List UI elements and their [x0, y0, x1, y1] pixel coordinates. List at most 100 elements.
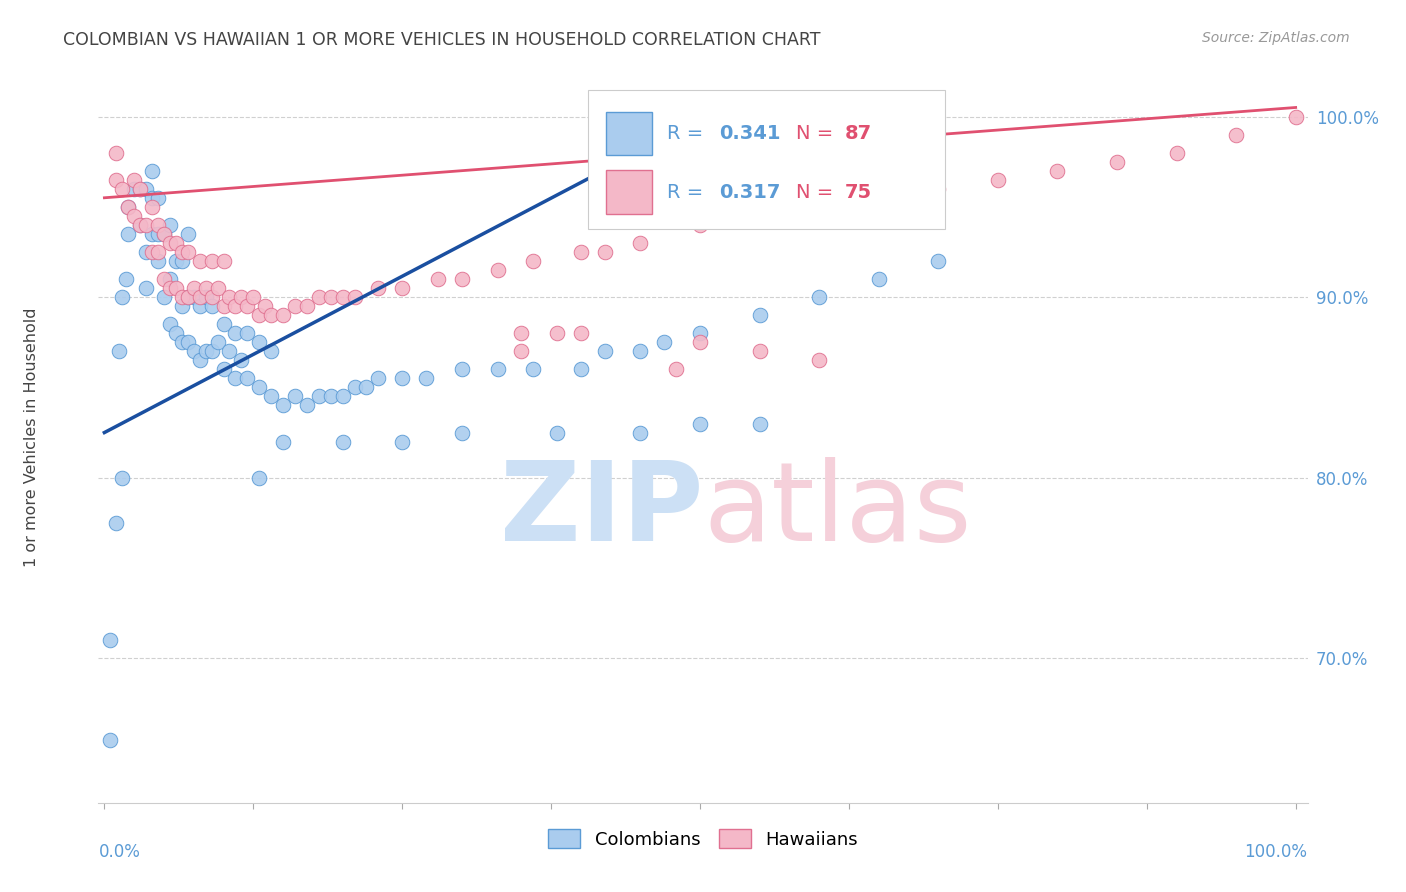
Point	[146, 218, 169, 232]
Point	[111, 471, 134, 485]
Text: 1 or more Vehicles in Household: 1 or more Vehicles in Household	[24, 308, 39, 566]
Point	[367, 371, 389, 385]
Point	[260, 308, 283, 322]
Point	[808, 353, 831, 368]
Point	[247, 308, 270, 322]
Point	[271, 308, 294, 322]
Point	[212, 299, 235, 313]
Point	[1046, 163, 1069, 178]
Point	[111, 182, 134, 196]
Text: 100.0%: 100.0%	[1244, 843, 1308, 861]
Point	[546, 326, 568, 341]
Point	[135, 244, 157, 259]
Point	[391, 434, 413, 449]
Text: 0.0%: 0.0%	[98, 843, 141, 861]
Point	[153, 227, 176, 241]
Point	[247, 380, 270, 394]
Point	[98, 633, 121, 648]
Text: COLOMBIAN VS HAWAIIAN 1 OR MORE VEHICLES IN HOUSEHOLD CORRELATION CHART: COLOMBIAN VS HAWAIIAN 1 OR MORE VEHICLES…	[63, 31, 821, 49]
Point	[105, 516, 128, 530]
Point	[141, 227, 163, 241]
Point	[593, 244, 616, 259]
Point	[117, 227, 139, 241]
Point	[1285, 110, 1308, 124]
Point	[129, 218, 152, 232]
Point	[188, 290, 211, 304]
Point	[159, 272, 181, 286]
Point	[122, 182, 145, 196]
Point	[117, 200, 139, 214]
Point	[129, 218, 152, 232]
Point	[748, 344, 770, 359]
Point	[486, 362, 509, 376]
Point	[450, 272, 472, 286]
Point	[1105, 154, 1128, 169]
FancyBboxPatch shape	[588, 90, 945, 228]
Point	[415, 371, 437, 385]
Point	[343, 380, 366, 394]
Text: N =: N =	[796, 183, 839, 202]
Point	[546, 425, 568, 440]
Text: atlas: atlas	[703, 457, 972, 564]
Point	[569, 244, 592, 259]
Point	[207, 281, 229, 295]
Point	[170, 299, 193, 313]
Point	[927, 182, 949, 196]
Text: R =: R =	[666, 124, 709, 143]
FancyBboxPatch shape	[606, 112, 652, 155]
FancyBboxPatch shape	[606, 170, 652, 214]
Point	[748, 209, 770, 223]
Point	[295, 299, 318, 313]
Point	[146, 254, 169, 268]
Point	[107, 344, 129, 359]
Point	[212, 254, 235, 268]
Point	[159, 281, 181, 295]
Point	[170, 244, 193, 259]
Point	[135, 182, 157, 196]
Point	[260, 389, 283, 403]
Point	[200, 344, 222, 359]
Point	[105, 145, 128, 160]
Point	[630, 344, 652, 359]
Point	[927, 254, 949, 268]
Point	[194, 281, 217, 295]
Point	[1225, 128, 1247, 142]
Text: 75: 75	[845, 183, 872, 202]
Point	[224, 299, 246, 313]
Point	[218, 344, 240, 359]
Point	[231, 353, 253, 368]
Point	[153, 272, 176, 286]
Point	[111, 290, 134, 304]
Point	[188, 353, 211, 368]
Point	[689, 218, 711, 232]
Point	[153, 227, 176, 241]
Point	[231, 290, 253, 304]
Text: 87: 87	[845, 124, 872, 143]
Point	[247, 471, 270, 485]
Point	[391, 371, 413, 385]
Point	[987, 172, 1010, 186]
Point	[135, 218, 157, 232]
Point	[247, 335, 270, 350]
Point	[868, 272, 890, 286]
Point	[284, 299, 307, 313]
Text: R =: R =	[666, 183, 709, 202]
Point	[236, 371, 259, 385]
Point	[114, 272, 136, 286]
Point	[486, 263, 509, 277]
Point	[129, 182, 152, 196]
Point	[170, 290, 193, 304]
Point	[808, 200, 831, 214]
Point	[652, 335, 675, 350]
Point	[165, 326, 187, 341]
Point	[212, 362, 235, 376]
Point	[170, 254, 193, 268]
Point	[284, 389, 307, 403]
Point	[808, 290, 831, 304]
Point	[319, 290, 342, 304]
Point	[450, 362, 472, 376]
Point	[194, 344, 217, 359]
Point	[319, 389, 342, 403]
Point	[146, 191, 169, 205]
Point	[593, 344, 616, 359]
